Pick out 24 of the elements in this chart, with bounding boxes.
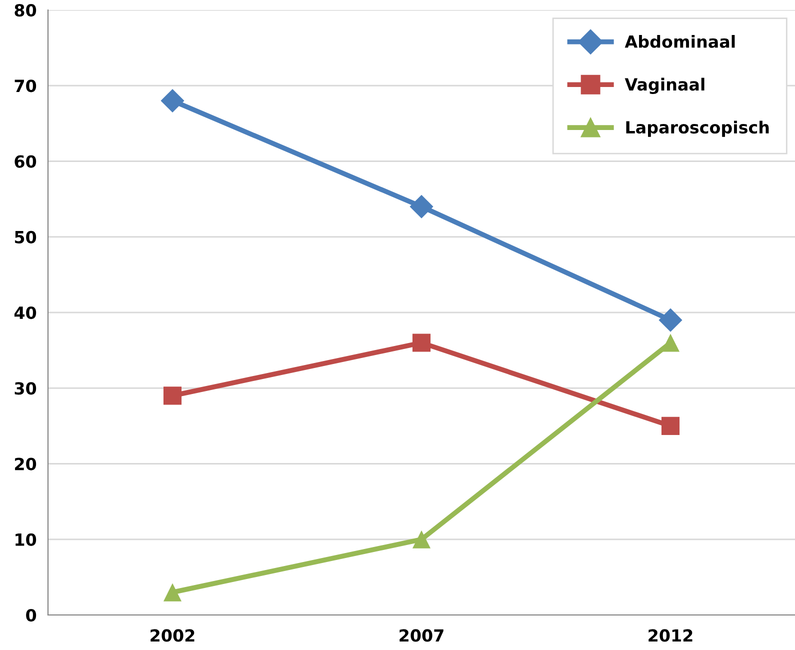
point	[412, 334, 431, 352]
y-tick-label: 50	[14, 230, 36, 244]
y-tick-label: 40	[14, 306, 36, 320]
legend-label: Vaginaal	[624, 78, 704, 94]
point	[160, 88, 184, 113]
y-tick-label: 60	[14, 155, 36, 168]
x-tick-label: 2002	[150, 629, 194, 642]
x-tick-label: 2007	[400, 629, 444, 642]
point	[410, 194, 434, 218]
point	[658, 308, 682, 332]
point	[661, 416, 680, 435]
y-tick-label: 70	[14, 80, 36, 92]
y-tick-label: 30	[14, 382, 36, 395]
x-tick-label: 2012	[648, 629, 692, 642]
point	[163, 583, 182, 602]
y-tick-label: 0	[26, 608, 36, 622]
point	[661, 334, 680, 352]
point	[163, 386, 182, 405]
y-tick-label: 10	[16, 533, 36, 546]
y-tick-label: 20	[15, 458, 36, 470]
point	[412, 530, 431, 548]
y-tick-label: 80	[14, 4, 36, 17]
legend-label: Abdominaal	[624, 35, 735, 48]
legend-label: Laparoscopisch	[626, 120, 769, 137]
